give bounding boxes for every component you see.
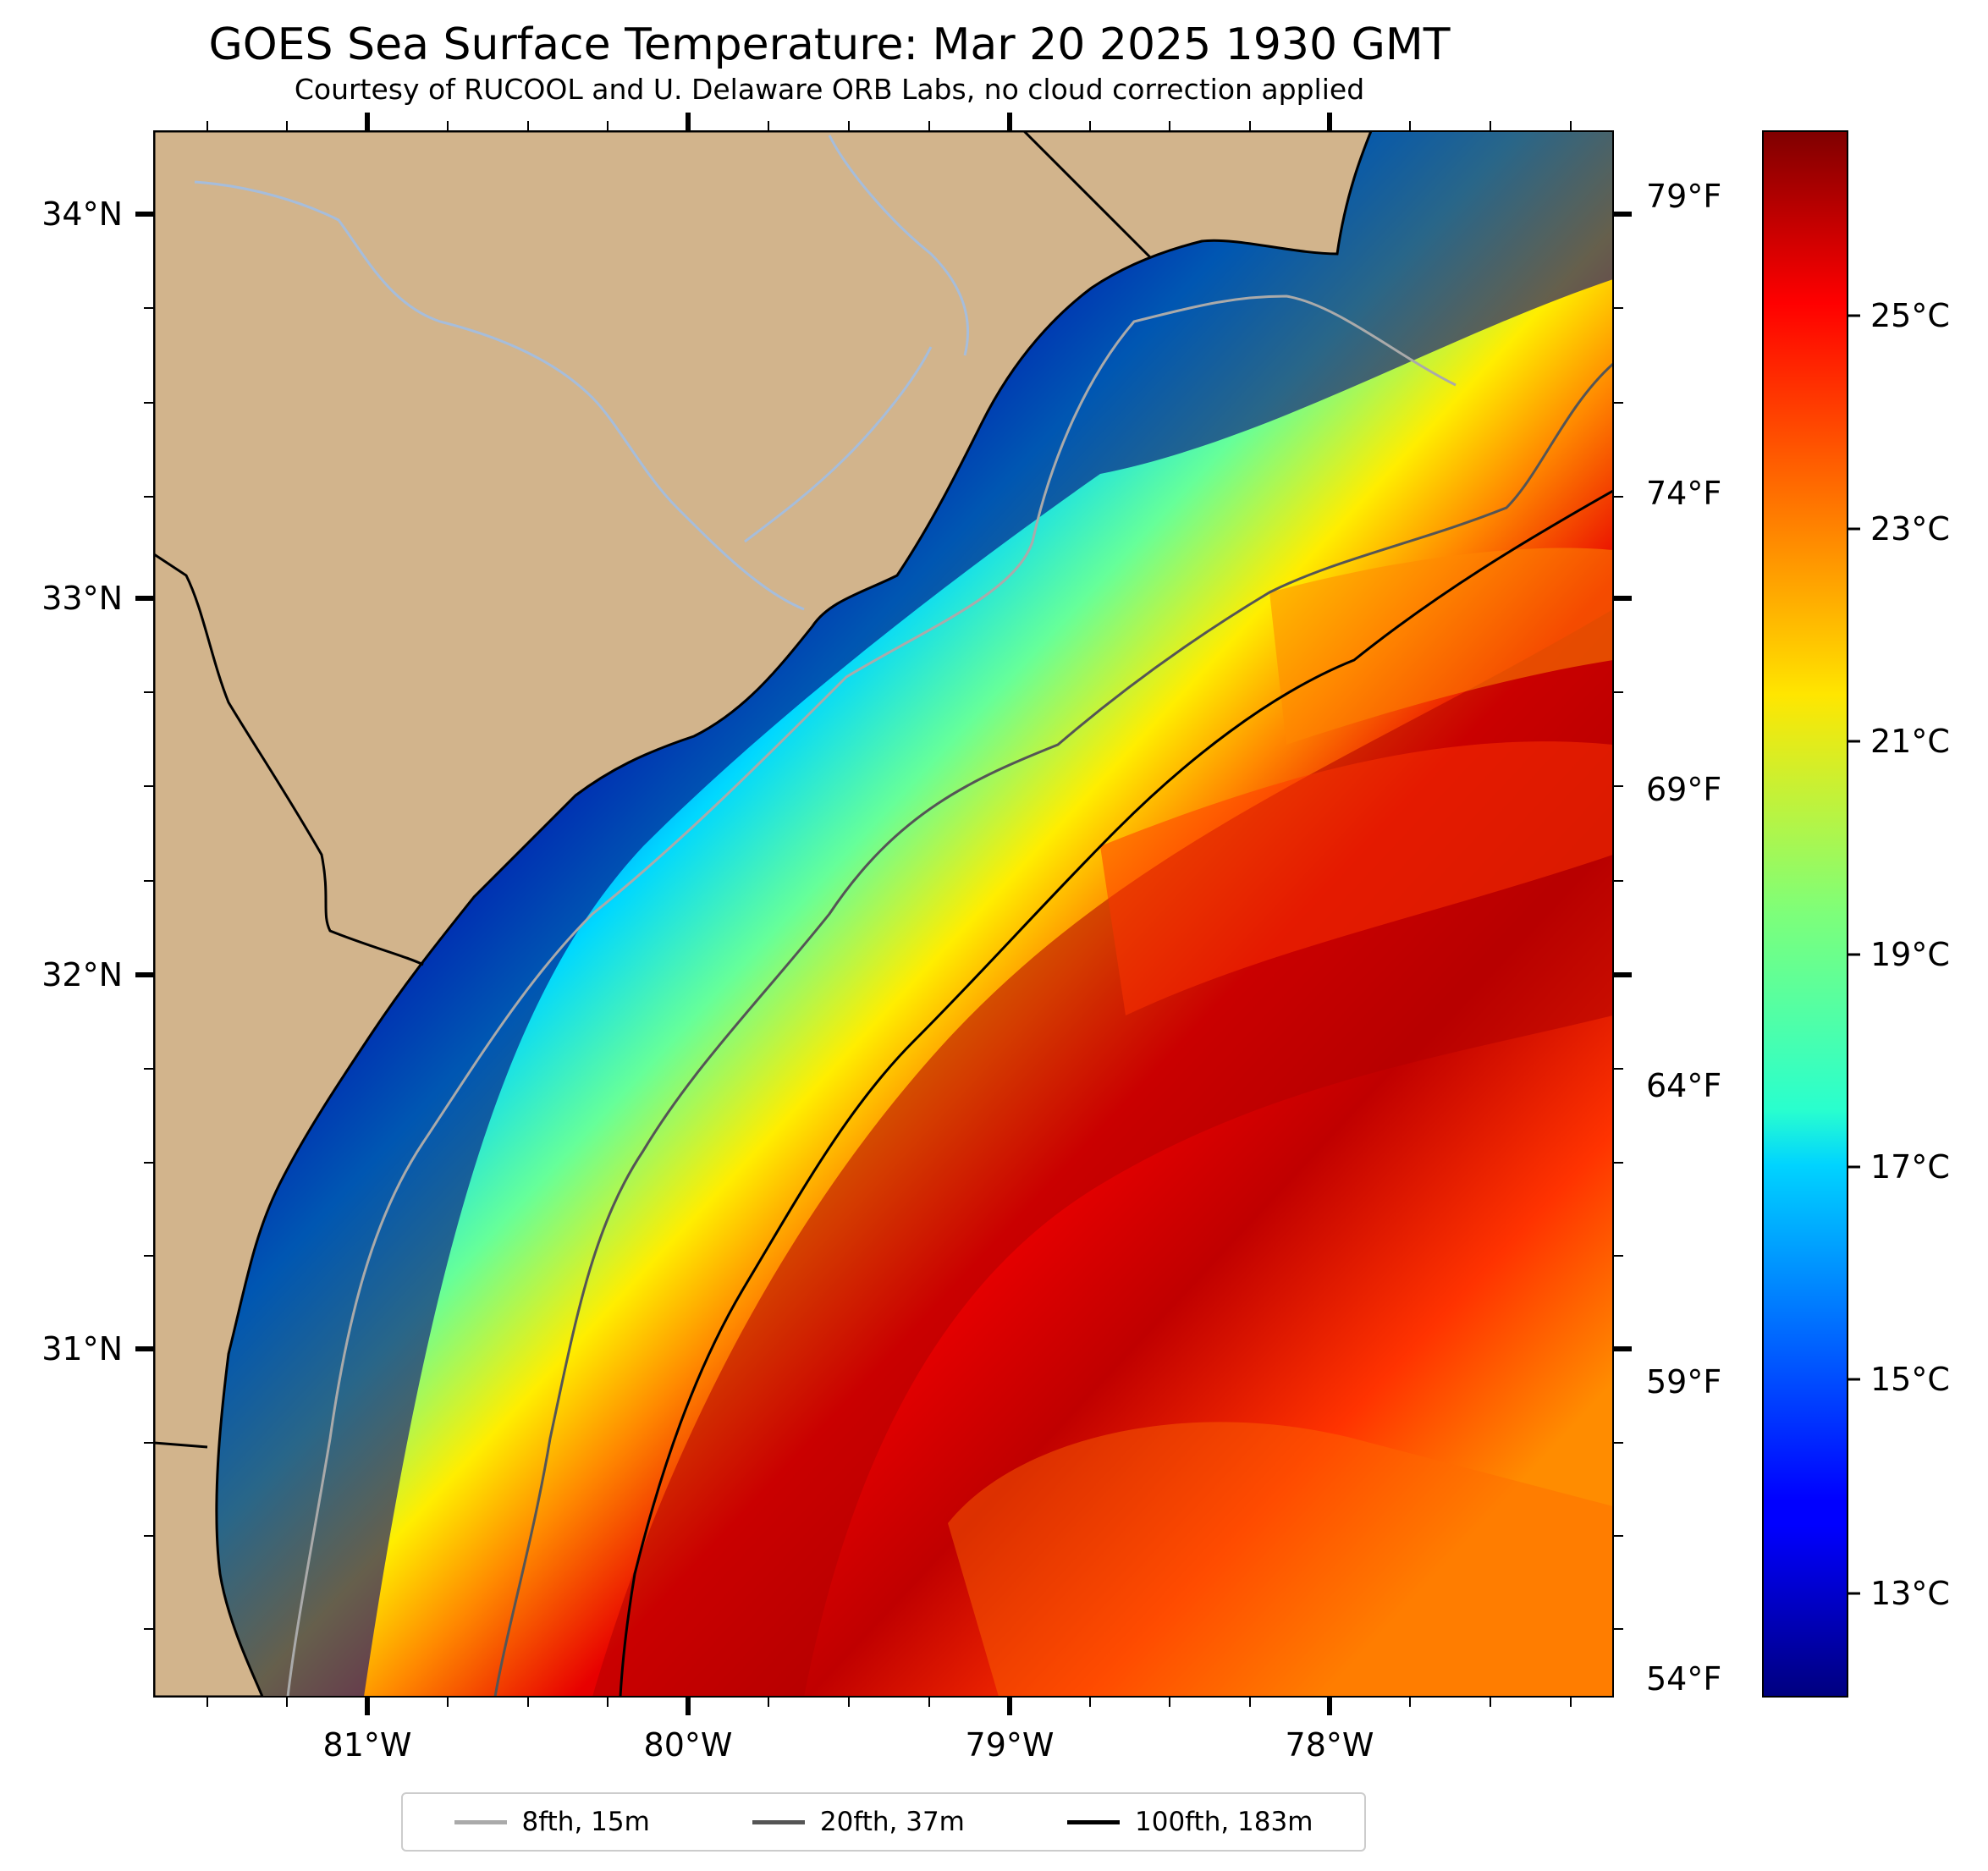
chart-title: GOES Sea Surface Temperature: Mar 20 202…	[208, 19, 1451, 70]
isobath-100fth	[619, 489, 1613, 1697]
chart-subtitle: Courtesy of RUCOOL and U. Delaware ORB L…	[294, 73, 1365, 106]
colorbar-ticks	[1848, 314, 1860, 1595]
isobath-8fth	[286, 294, 1457, 1697]
lat-tick-label: 34°N	[41, 195, 123, 233]
colorbar	[1762, 130, 1848, 1698]
legend-label: 20fth, 37m	[819, 1807, 965, 1837]
colorbar-tick-label: 15°C	[1870, 1361, 1950, 1398]
fahrenheit-tick-label: 54°F	[1646, 1660, 1721, 1698]
lon-tick-label: 79°W	[966, 1726, 1055, 1764]
map-area	[154, 131, 1613, 1697]
lat-tick-label: 32°N	[41, 956, 123, 993]
lon-tick-label: 81°W	[323, 1726, 412, 1764]
legend-item-20fth: 20fth, 37m	[752, 1807, 965, 1837]
fahrenheit-tick-label: 79°F	[1646, 178, 1721, 215]
colorbar-tick-label: 23°C	[1870, 510, 1950, 548]
legend-label: 8fth, 15m	[521, 1807, 650, 1837]
state-boundary	[154, 553, 424, 966]
state-boundary	[1022, 131, 1153, 260]
axis-ticks	[135, 113, 1632, 1715]
legend-item-8fth: 8fth, 15m	[454, 1807, 650, 1837]
colorbar-tick-label: 21°C	[1870, 723, 1950, 760]
fahrenheit-tick-label: 59°F	[1646, 1363, 1721, 1400]
land-mass	[154, 131, 1373, 1697]
river	[744, 346, 933, 543]
lat-tick-label: 33°N	[41, 580, 123, 617]
river	[828, 135, 970, 356]
lat-tick-label: 31°N	[41, 1330, 123, 1367]
legend-item-100fth: 100fth, 183m	[1067, 1807, 1313, 1837]
warm-eddy	[1269, 548, 1613, 745]
legend-line-icon	[752, 1819, 805, 1824]
colorbar-tick-label: 25°C	[1870, 297, 1950, 334]
lon-tick-label: 78°W	[1286, 1726, 1374, 1764]
gulf-stream-filament	[1100, 741, 1613, 1015]
colorbar-tick-label: 13°C	[1870, 1575, 1950, 1612]
minor-ticks	[144, 121, 1623, 1707]
warm-offshore-water	[948, 1422, 1613, 1697]
isobath-20fth	[493, 362, 1613, 1697]
lon-tick-label: 80°W	[644, 1726, 733, 1764]
legend-label: 100fth, 183m	[1135, 1807, 1313, 1837]
state-boundary	[154, 1441, 208, 1449]
fahrenheit-tick-label: 69°F	[1646, 771, 1721, 808]
map-frame	[153, 130, 1614, 1698]
colorbar-tick-label: 19°C	[1870, 936, 1950, 973]
legend-line-icon	[1067, 1819, 1120, 1824]
fahrenheit-tick-label: 74°F	[1646, 475, 1721, 512]
colorbar-tick-label: 17°C	[1870, 1148, 1950, 1186]
legend-line-icon	[454, 1819, 507, 1824]
fahrenheit-tick-label: 64°F	[1646, 1067, 1721, 1104]
river	[194, 180, 805, 611]
isobath-legend: 8fth, 15m 20fth, 37m 100fth, 183m	[401, 1792, 1366, 1852]
